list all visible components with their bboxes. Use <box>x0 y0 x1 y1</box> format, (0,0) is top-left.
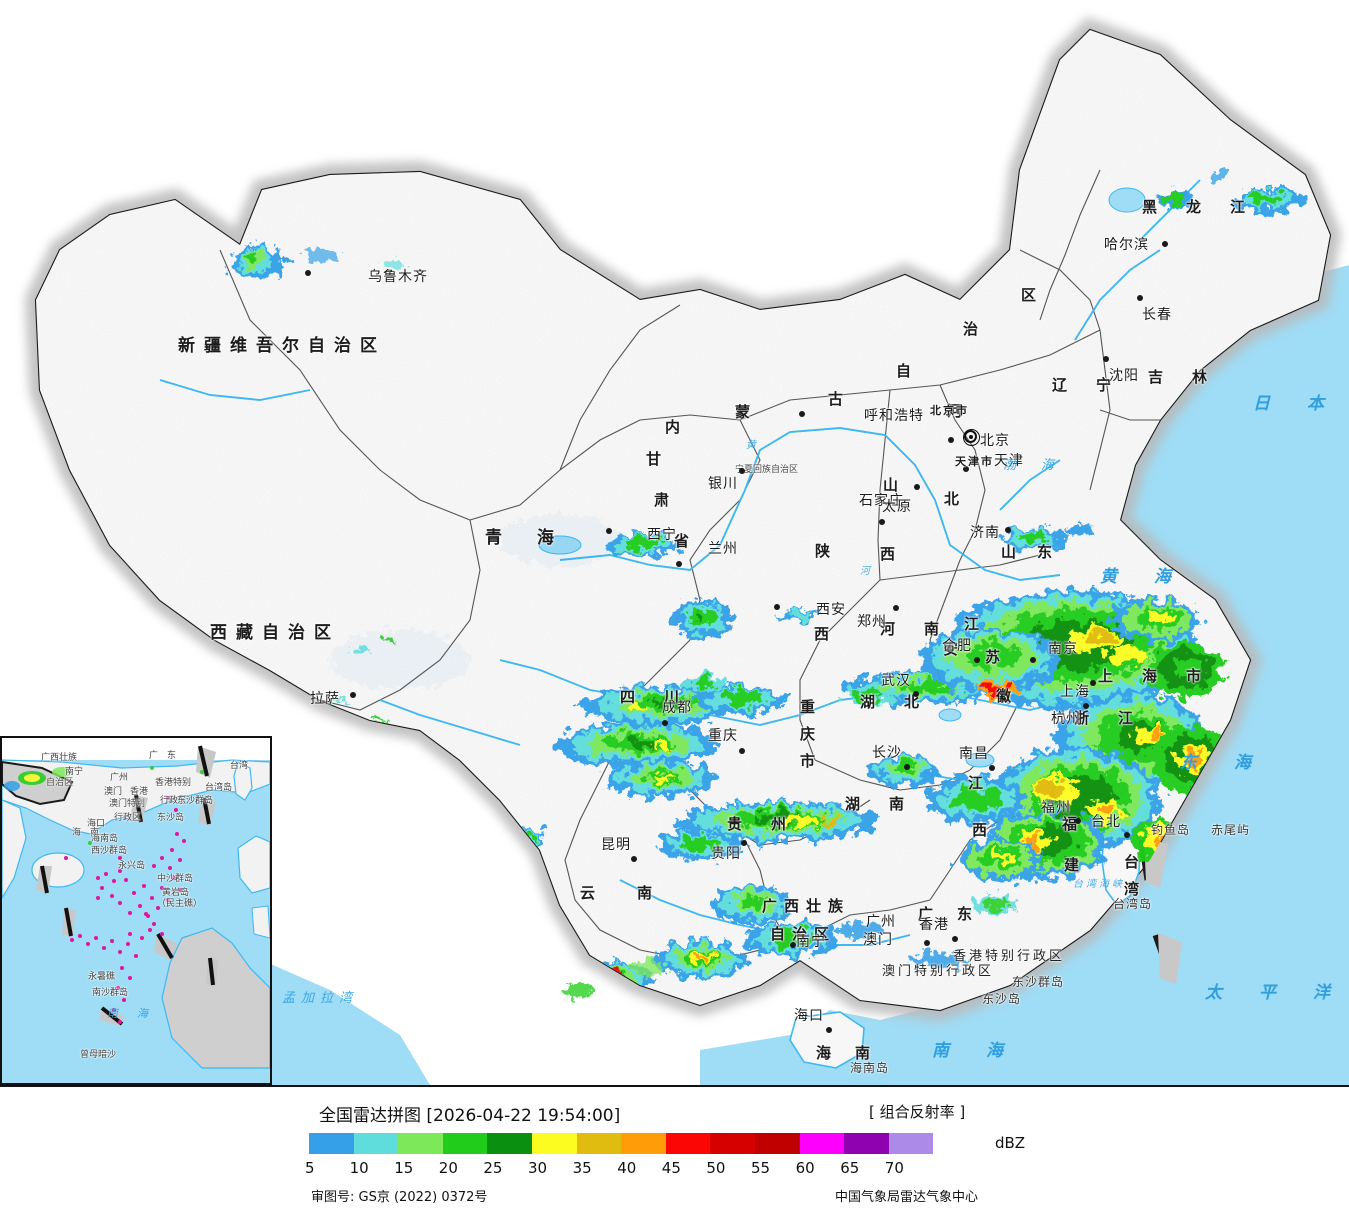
city-marker-14 <box>774 604 780 610</box>
radar-echo-layer <box>230 128 1304 994</box>
city-marker-12 <box>879 519 885 525</box>
echo-jiangsu-shanghai <box>920 590 1223 710</box>
inset-map-svg <box>2 738 270 1083</box>
echo-zhejiang-fujian <box>983 692 1228 879</box>
legend-panel: 全国雷达拼图 [2026-04-22 19:54:00] [ 组合反射率 ] d… <box>0 1085 1349 1208</box>
colorbar-cell-10 <box>353 1133 399 1154</box>
colorbar-tick-20: 20 <box>438 1159 458 1177</box>
colorbar-tick-30: 30 <box>528 1159 548 1177</box>
echo-guangdong <box>836 895 1017 967</box>
radar-map-canvas[interactable]: 新疆维吾尔自治区 西藏自治区青 海甘肃省内蒙古自治区黑 龙 江吉 林辽 宁河北山西… <box>0 0 1349 1085</box>
city-marker-24 <box>1083 703 1089 709</box>
south-china-sea-inset-map[interactable]: 广西壮族 自治区 南宁广 东广州 澳门 香港 香港特别 行政区 澳门特别 行政区 台湾 台湾岛 东沙群… <box>0 736 272 1085</box>
echo-shaanxi <box>673 600 822 638</box>
city-marker-9 <box>948 437 954 443</box>
capital-marker-beijing <box>963 429 980 446</box>
echo-hunan <box>865 755 941 785</box>
city-marker-2 <box>606 528 612 534</box>
ocean-east <box>700 265 1349 1085</box>
echo-border-strays <box>562 960 666 997</box>
colorbar-cell-15 <box>398 1133 443 1154</box>
echo-jiangxi <box>927 776 1042 882</box>
colorbar-cell-30 <box>531 1133 577 1154</box>
echo-shandong <box>1003 524 1096 552</box>
colorbar-tick-10: 10 <box>349 1159 369 1177</box>
radar-product-type: [ 组合反射率 ] <box>869 1103 966 1121</box>
city-marker-26 <box>741 840 747 846</box>
city-marker-7 <box>1137 295 1143 301</box>
echo-guizhou <box>658 802 875 860</box>
city-marker-3 <box>676 561 682 567</box>
hainan-island <box>789 1011 865 1069</box>
colorbar-cell-45 <box>665 1133 711 1154</box>
colorbar-tick-50: 50 <box>706 1159 726 1177</box>
city-marker-4 <box>739 468 745 474</box>
colorbar-tick-45: 45 <box>661 1159 681 1177</box>
city-marker-5 <box>799 411 805 417</box>
colorbar-tick-15: 15 <box>394 1159 414 1177</box>
colorbar-tick-65: 65 <box>840 1159 860 1177</box>
city-marker-30 <box>952 936 958 942</box>
city-marker-31 <box>924 940 930 946</box>
city-marker-29 <box>921 922 927 928</box>
colorbar-tick-5: 5 <box>305 1159 315 1177</box>
colorbar-tick-35: 35 <box>572 1159 592 1177</box>
city-marker-16 <box>662 720 668 726</box>
data-source-org: 中国气象局雷达气象中心 <box>835 1190 979 1205</box>
city-marker-6 <box>1162 241 1168 247</box>
city-marker-32 <box>826 1027 832 1033</box>
city-marker-21 <box>974 657 980 663</box>
dbz-tick-labels: 5 10 15 20 25 30 35 40 45 50 55 60 65 70 <box>305 1159 1009 1177</box>
colorbar-cell-5 <box>309 1133 354 1154</box>
legend-title-row: 全国雷达拼图 [2026-04-22 19:54:00] [ 组合反射率 ] <box>0 1101 1349 1126</box>
dbz-unit-label: dBZ <box>995 1134 1026 1152</box>
city-marker-8 <box>1103 356 1109 362</box>
city-marker-28 <box>790 942 796 948</box>
city-marker-13 <box>1005 527 1011 533</box>
colorbar-cell-55 <box>754 1133 800 1154</box>
colorbar-tick-25: 25 <box>483 1159 503 1177</box>
city-marker-33 <box>1124 832 1130 838</box>
colorbar-tick-60: 60 <box>795 1159 815 1177</box>
city-marker-18 <box>913 691 919 697</box>
city-marker-20 <box>989 765 995 771</box>
colorbar-tick-70: 70 <box>884 1159 904 1177</box>
city-marker-11 <box>914 484 920 490</box>
city-marker-23 <box>1090 680 1096 686</box>
colorbar-cell-35 <box>576 1133 622 1154</box>
colorbar-cell-50 <box>710 1133 755 1154</box>
colorbar-cell-60 <box>799 1133 845 1154</box>
city-marker-1 <box>350 692 356 698</box>
colorbar-cell-25 <box>487 1133 532 1154</box>
city-marker-10 <box>963 466 969 472</box>
city-marker-19 <box>904 764 910 770</box>
colorbar-tick-55: 55 <box>751 1159 771 1177</box>
radar-product-title: 全国雷达拼图 [2026-04-22 19:54:00] <box>319 1106 621 1126</box>
city-marker-15 <box>893 605 899 611</box>
city-marker-17 <box>739 748 745 754</box>
map-approval-number: 审图号: GS京 (2022) 0372号 <box>311 1190 488 1205</box>
colorbar-cell-70 <box>888 1133 934 1154</box>
city-marker-25 <box>1075 818 1081 824</box>
city-marker-27 <box>631 856 637 862</box>
colorbar-cell-20 <box>442 1133 488 1154</box>
colorbar-cell-65 <box>844 1133 889 1154</box>
echo-xinjiang <box>230 246 408 278</box>
colorbar-tick-40: 40 <box>617 1159 637 1177</box>
echo-sichuan <box>554 676 785 797</box>
city-marker-22 <box>1030 657 1036 663</box>
dbz-colorbar[interactable] <box>309 1133 934 1154</box>
colorbar-cell-40 <box>621 1133 666 1154</box>
echo-qinghai <box>607 533 683 557</box>
city-marker-0 <box>305 270 311 276</box>
